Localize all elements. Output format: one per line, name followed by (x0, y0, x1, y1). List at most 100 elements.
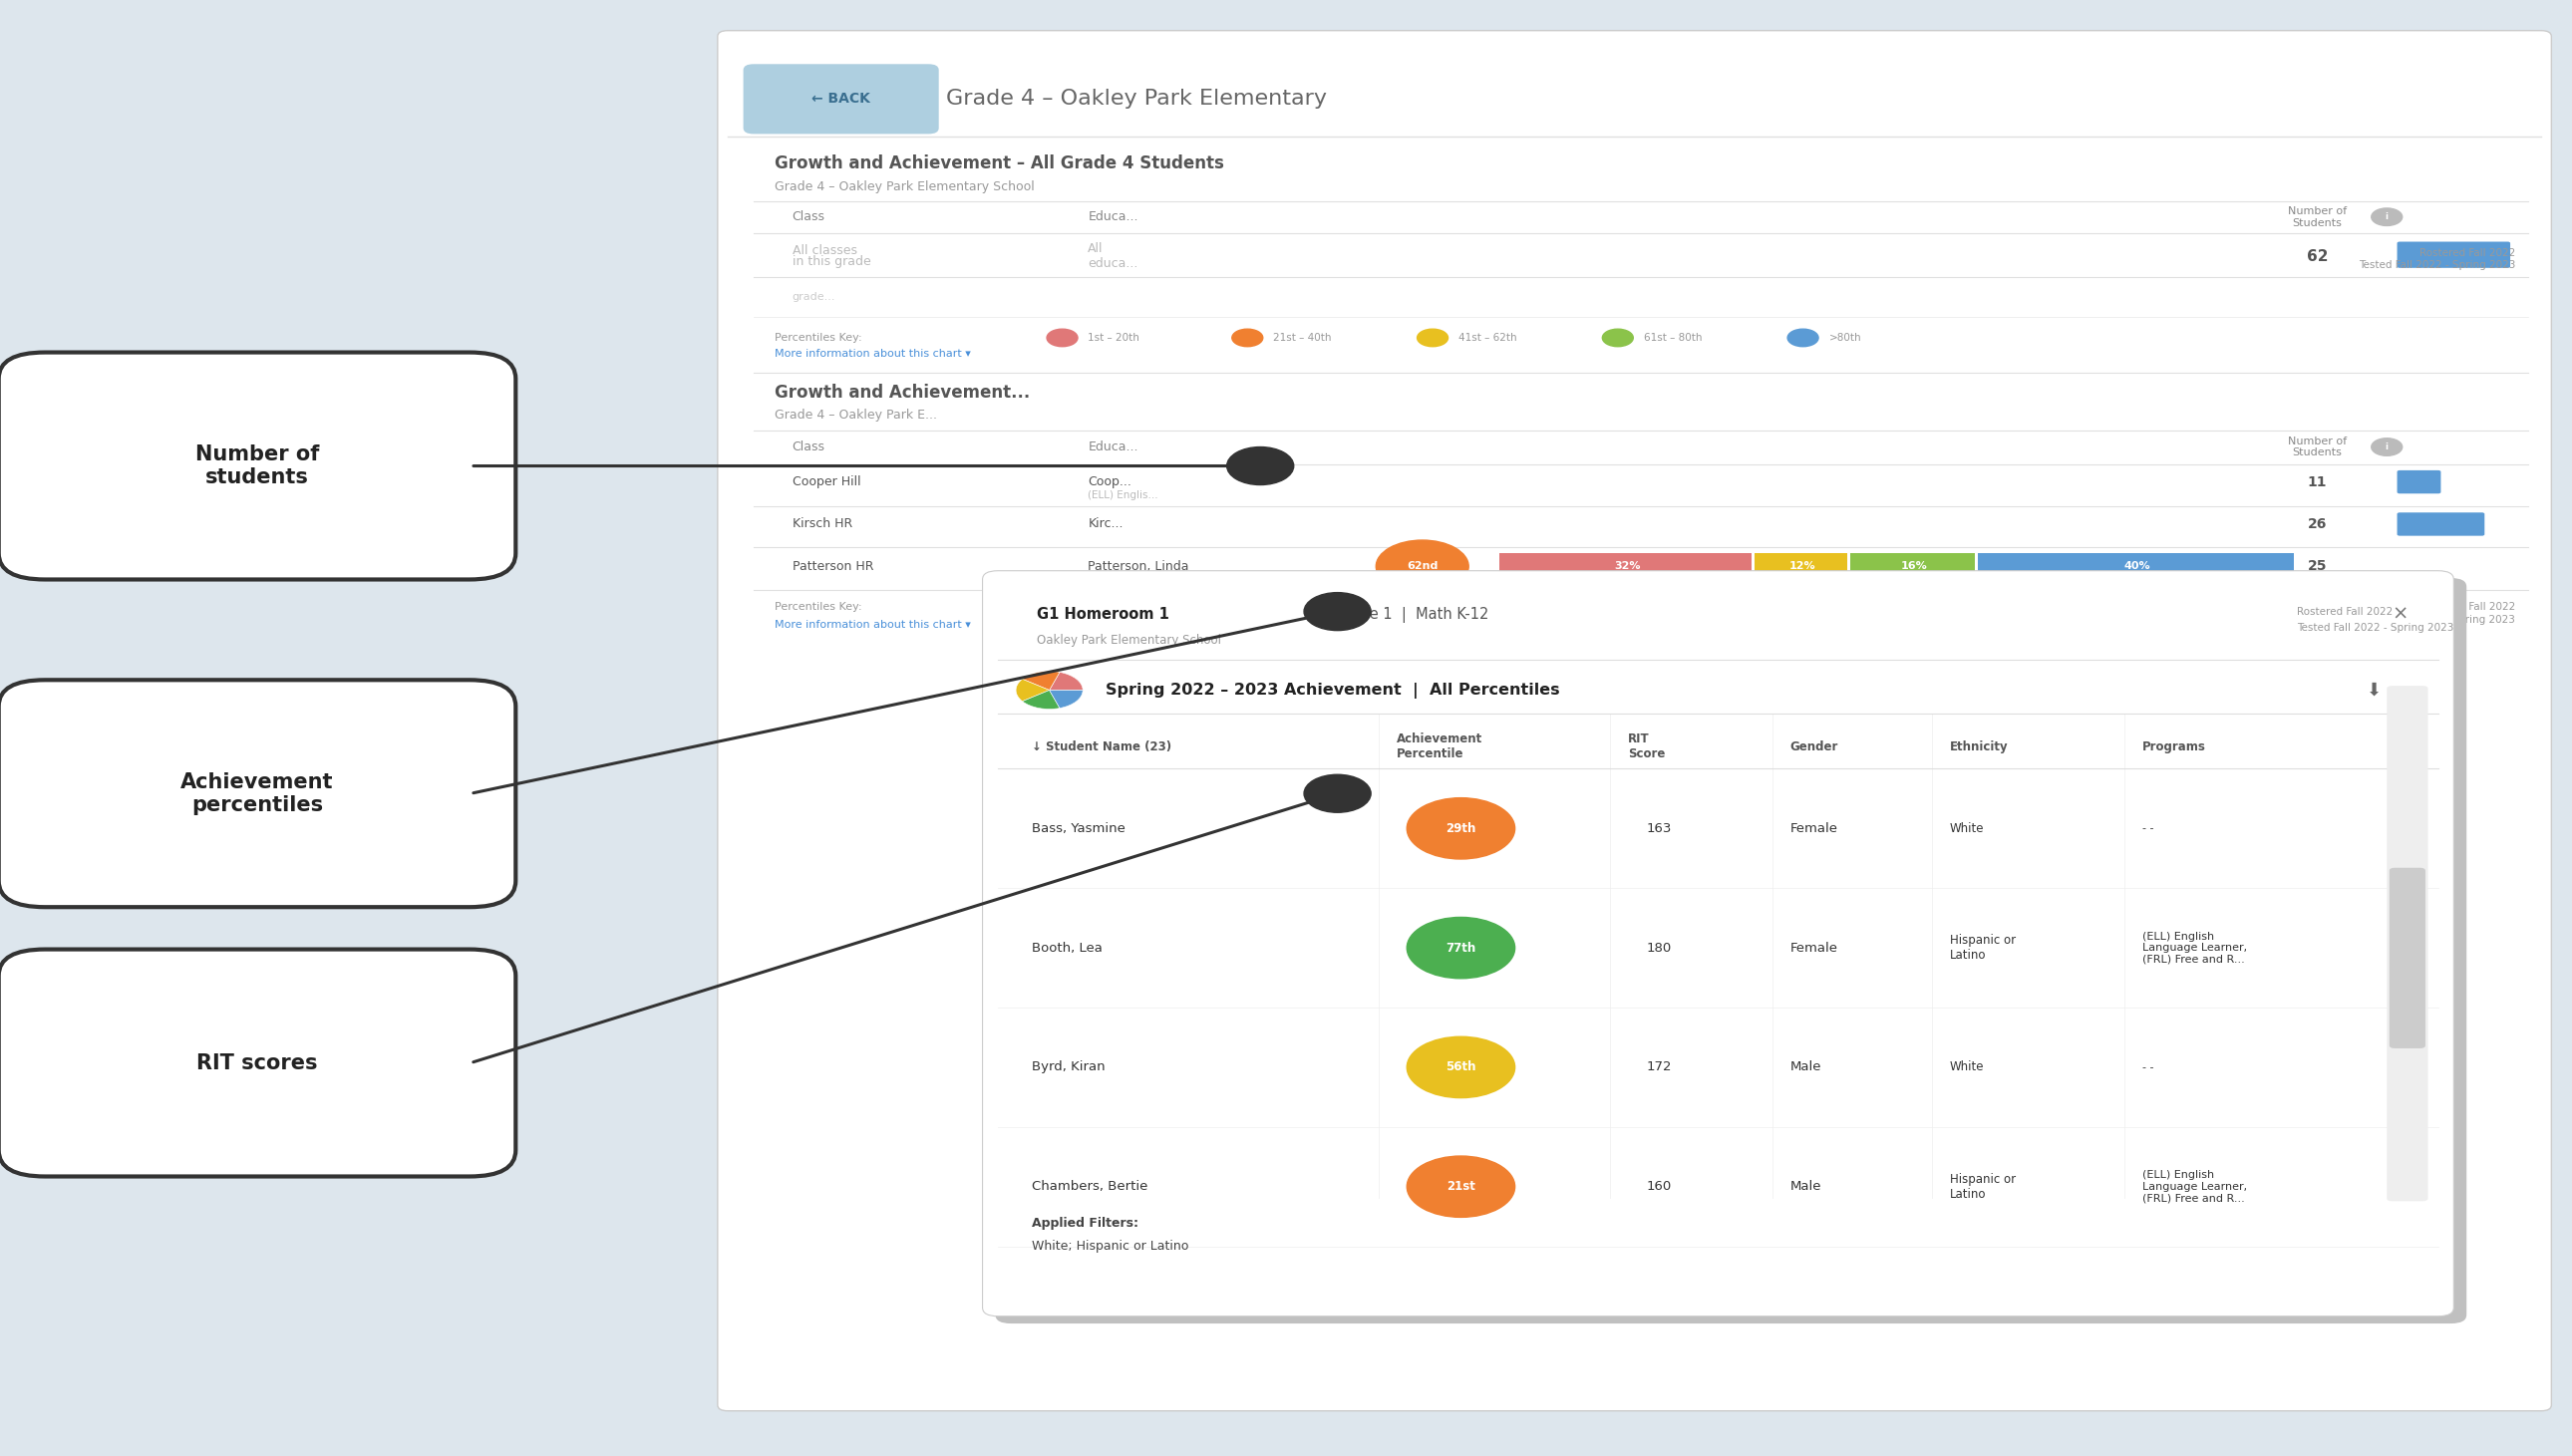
FancyBboxPatch shape (743, 64, 939, 134)
Text: (ELL) English
Language Learner,
(FRL) Free and R...: (ELL) English Language Learner, (FRL) Fr… (2142, 1171, 2248, 1203)
Text: Percentiles Key:: Percentiles Key: (774, 603, 862, 612)
FancyBboxPatch shape (983, 571, 2454, 1316)
Text: 180: 180 (1646, 942, 1672, 954)
Text: i: i (2384, 213, 2389, 221)
Text: Booth, Lea: Booth, Lea (1031, 942, 1101, 954)
Text: ↓ Student Name (23): ↓ Student Name (23) (1031, 741, 1170, 753)
Text: 61st – 80th: 61st – 80th (1644, 603, 1703, 612)
Text: White: White (1950, 1061, 1983, 1073)
Text: 16%: 16% (1901, 562, 1926, 571)
Text: Female: Female (1790, 942, 1839, 954)
FancyBboxPatch shape (0, 680, 517, 907)
Circle shape (1304, 593, 1371, 630)
Text: (ELL) English
Language Learner,
(FRL) Free and R...: (ELL) English Language Learner, (FRL) Fr… (2142, 932, 2248, 964)
Text: 40%: 40% (2124, 562, 2150, 571)
Wedge shape (1049, 673, 1083, 690)
Text: Students: Students (2292, 448, 2343, 457)
Text: Class: Class (792, 211, 826, 223)
Circle shape (1788, 329, 1818, 347)
Circle shape (1602, 329, 1633, 347)
Text: Spring 2022 – 2023 Achievement  |  All Percentiles: Spring 2022 – 2023 Achievement | All Per… (1106, 683, 1561, 697)
Text: Grade 4 – Oakley Park E...: Grade 4 – Oakley Park E... (774, 409, 936, 421)
Text: Educa...: Educa... (1088, 441, 1139, 453)
Text: grade...: grade... (792, 293, 836, 301)
Text: Patterson, Linda: Patterson, Linda (1088, 561, 1188, 572)
Text: Applied Filters:: Applied Filters: (1031, 1217, 1137, 1229)
Text: Cooper Hill: Cooper Hill (792, 476, 862, 488)
Circle shape (2371, 438, 2402, 456)
Text: More information about this chart ▾: More information about this chart ▾ (774, 620, 970, 629)
Text: i: i (2384, 443, 2389, 451)
Wedge shape (1016, 678, 1049, 702)
Text: 21st – 40th: 21st – 40th (1273, 333, 1332, 342)
Text: Rostered Fall 2022: Rostered Fall 2022 (2297, 607, 2392, 616)
Text: Tested Fall 2022 - Spring 2023: Tested Fall 2022 - Spring 2023 (2359, 261, 2515, 269)
Text: Growth and Achievement...: Growth and Achievement... (774, 384, 1029, 402)
Text: G1 Homeroom 1: G1 Homeroom 1 (1037, 607, 1170, 622)
Circle shape (1232, 598, 1263, 616)
Text: RIT
Score: RIT Score (1628, 732, 1664, 761)
Text: Class: Class (792, 441, 826, 453)
Text: White: White (1950, 823, 1983, 834)
Text: (ELL) Englis...: (ELL) Englis... (1088, 491, 1157, 499)
Wedge shape (1021, 690, 1060, 709)
Text: Bass, Yasmine: Bass, Yasmine (1031, 823, 1124, 834)
Text: Number of
students: Number of students (195, 444, 319, 488)
Circle shape (1047, 598, 1078, 616)
Text: 1st – 20th: 1st – 20th (1088, 333, 1139, 342)
Text: Achievement
Percentile: Achievement Percentile (1397, 732, 1481, 761)
Text: 62: 62 (2307, 249, 2328, 264)
Text: ⬇: ⬇ (2366, 681, 2382, 699)
Text: Gender: Gender (1790, 741, 1839, 753)
Text: Students: Students (2292, 218, 2343, 227)
Text: All classes: All classes (792, 245, 856, 256)
Text: 11: 11 (2307, 475, 2328, 489)
FancyBboxPatch shape (2389, 868, 2425, 1048)
Circle shape (1376, 540, 1469, 593)
Circle shape (1407, 798, 1515, 859)
Text: Educa...: Educa... (1088, 211, 1139, 223)
FancyBboxPatch shape (2397, 470, 2441, 494)
Text: Number of: Number of (2289, 207, 2346, 215)
Text: Coop...: Coop... (1088, 476, 1132, 488)
Text: White; Hispanic or Latino: White; Hispanic or Latino (1031, 1241, 1188, 1252)
Text: 29th: 29th (1445, 823, 1476, 834)
Text: Hispanic or
Latino: Hispanic or Latino (1950, 933, 2016, 962)
Text: >80th: >80th (1829, 603, 1862, 612)
Circle shape (2371, 208, 2402, 226)
Circle shape (1417, 598, 1448, 616)
FancyBboxPatch shape (2387, 686, 2428, 1201)
Wedge shape (1021, 671, 1060, 690)
Text: 61st – 80th: 61st – 80th (1644, 333, 1703, 342)
FancyBboxPatch shape (0, 949, 517, 1176)
Text: 1st – 20th: 1st – 20th (1088, 603, 1139, 612)
Text: Female: Female (1790, 823, 1839, 834)
FancyBboxPatch shape (2397, 242, 2510, 268)
Text: 21st: 21st (1445, 1181, 1476, 1192)
Text: 160: 160 (1646, 1181, 1672, 1192)
Text: Byrd, Kiran: Byrd, Kiran (1031, 1061, 1106, 1073)
FancyBboxPatch shape (2397, 513, 2485, 536)
Circle shape (1407, 1156, 1515, 1217)
Text: Male: Male (1790, 1061, 1821, 1073)
Text: 56th: 56th (1445, 1061, 1476, 1073)
FancyBboxPatch shape (718, 31, 2551, 1411)
Text: 163: 163 (1646, 823, 1672, 834)
Text: Kirsch HR: Kirsch HR (792, 518, 851, 530)
Text: 25: 25 (2307, 559, 2328, 574)
Text: 77th: 77th (1445, 942, 1476, 954)
Text: Programs: Programs (2142, 741, 2207, 753)
FancyBboxPatch shape (1849, 553, 1975, 579)
Text: Percentiles Key:: Percentiles Key: (774, 333, 862, 342)
Text: - -: - - (2142, 824, 2153, 833)
FancyBboxPatch shape (0, 352, 517, 579)
Text: Chambers, Bertie: Chambers, Bertie (1031, 1181, 1147, 1192)
Circle shape (1417, 329, 1448, 347)
Text: 41st – 62th: 41st – 62th (1458, 333, 1517, 342)
Wedge shape (1049, 690, 1083, 708)
Circle shape (1407, 917, 1515, 978)
Circle shape (1047, 329, 1078, 347)
Text: ×: × (2392, 604, 2407, 625)
Text: RIT scores: RIT scores (195, 1053, 319, 1073)
Text: Grade 4 – Oakley Park Elementary School: Grade 4 – Oakley Park Elementary School (774, 181, 1034, 192)
